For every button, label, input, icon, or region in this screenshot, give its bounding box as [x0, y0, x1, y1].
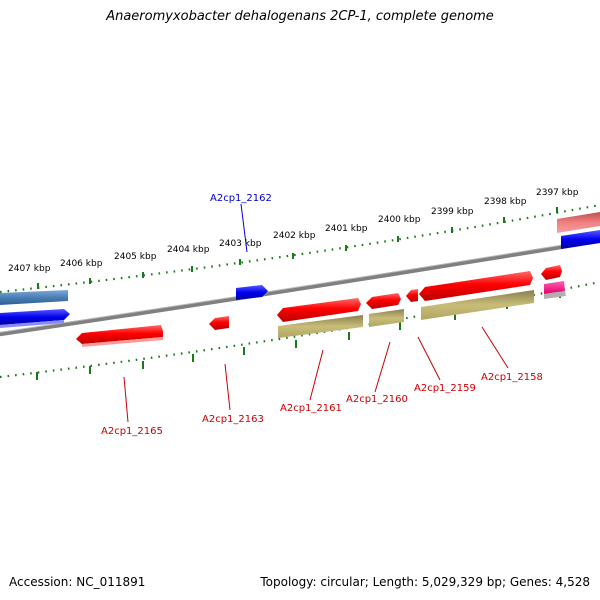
ruler-label: 2406 kbp	[60, 259, 103, 269]
gene-label-a2cp1-2159[interactable]: A2cp1_2159	[414, 383, 476, 394]
outer-ruler-major-ticks	[37, 207, 558, 289]
gene-label-a2cp1-2163[interactable]: A2cp1_2163	[202, 414, 264, 425]
genome-summary-text: Topology: circular; Length: 5,029,329 bp…	[260, 575, 590, 589]
gene-a2cp1-2159-shadow	[421, 290, 534, 320]
gene-right-pink[interactable]	[557, 212, 600, 233]
gene-a2cp1-2160-shadow	[369, 309, 404, 327]
gene-a2cp1-2161-shadow	[278, 315, 363, 338]
genome-backbone	[0, 238, 600, 337]
gene-labels: A2cp1_2162 A2cp1_2165 A2cp1_2163 A2cp1_2…	[101, 193, 543, 437]
map-title: Anaeromyxobacter dehalogenans 2CP-1, com…	[106, 9, 494, 24]
gene-a2cp1-2159[interactable]	[419, 271, 533, 301]
ruler-label: 2402 kbp	[273, 231, 316, 241]
gene-label-a2cp1-2162[interactable]: A2cp1_2162	[210, 193, 272, 204]
gene-left-blue[interactable]	[0, 309, 70, 328]
gene-label-a2cp1-2158[interactable]: A2cp1_2158	[481, 372, 543, 383]
ruler-label: 2401 kbp	[325, 224, 368, 234]
ruler-label: 2403 kbp	[219, 239, 262, 249]
gene-a2cp1-2162[interactable]	[236, 285, 268, 300]
gene-a2cp1-2163[interactable]	[209, 316, 229, 330]
gene-label-a2cp1-2165[interactable]: A2cp1_2165	[101, 426, 163, 437]
gene-left-steel[interactable]	[0, 290, 68, 305]
leader-a2cp1-2162	[240, 203, 248, 253]
gene-right-blue[interactable]	[561, 230, 600, 249]
accession-text: Accession: NC_011891	[9, 575, 146, 589]
leader-a2cp1-2161	[309, 349, 324, 401]
ruler-label: 2399 kbp	[431, 207, 474, 217]
ruler-label: 2404 kbp	[167, 245, 210, 255]
gene-a2cp1-2161[interactable]	[277, 298, 361, 322]
ruler-label: 2400 kbp	[378, 215, 421, 225]
leader-a2cp1-2159	[417, 336, 441, 381]
outer-ruler	[0, 203, 600, 294]
leader-a2cp1-2165	[123, 376, 129, 423]
gene-right-red[interactable]	[541, 265, 562, 280]
inner-ruler	[0, 280, 600, 379]
gene-a2cp1-2160[interactable]	[366, 293, 401, 309]
leader-a2cp1-2163	[224, 363, 231, 411]
ruler-labels: 2407 kbp 2406 kbp 2405 kbp 2404 kbp 2403…	[8, 188, 579, 274]
leader-a2cp1-2158	[481, 326, 509, 369]
gene-right-magenta[interactable]	[544, 281, 566, 299]
gene-small-red[interactable]	[406, 289, 418, 302]
ruler-label: 2397 kbp	[536, 188, 579, 198]
genome-backbone-highlight	[0, 238, 600, 333]
ruler-label: 2405 kbp	[114, 252, 157, 262]
gene-a2cp1-2165[interactable]	[76, 325, 163, 347]
ruler-label: 2398 kbp	[484, 197, 527, 207]
leader-a2cp1-2160	[374, 341, 391, 393]
ruler-label: 2407 kbp	[8, 264, 51, 274]
gene-label-a2cp1-2161[interactable]: A2cp1_2161	[280, 403, 342, 414]
gene-label-a2cp1-2160[interactable]: A2cp1_2160	[346, 394, 408, 405]
